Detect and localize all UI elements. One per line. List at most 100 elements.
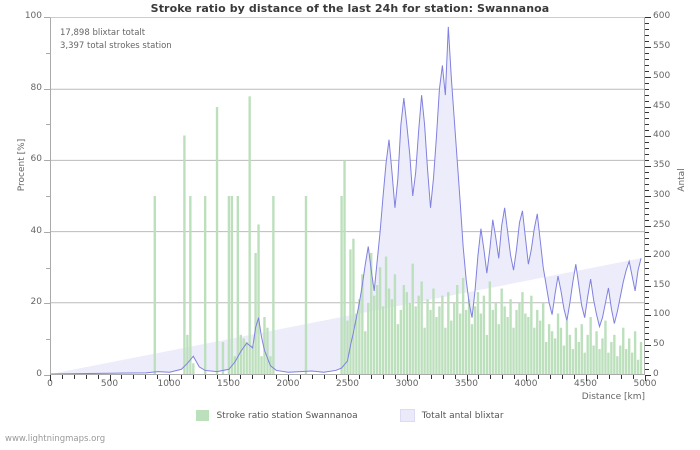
x-tick-500: 500: [100, 379, 119, 389]
y-minor-tick-left: [46, 52, 50, 54]
y-tick-left-80: 80: [30, 82, 42, 93]
x-minor-tick: [418, 375, 420, 379]
y-minor-tick-right: [645, 82, 649, 84]
x-tick-2000: 2000: [276, 379, 300, 389]
x-minor-tick: [73, 375, 75, 379]
annotation-station-strokes: 3,397 total strokes station: [60, 41, 172, 51]
y-minor-tick-left: [46, 124, 50, 126]
y-tick-right-400: 400: [653, 130, 671, 141]
x-minor-tick: [609, 375, 611, 379]
legend-swatch-stroke-ratio: [196, 410, 210, 421]
x-tick-4500: 4500: [574, 379, 597, 389]
y-tick-mark-left: [44, 160, 50, 162]
y-tick-mark-left: [44, 88, 50, 90]
x-minor-tick: [180, 375, 182, 379]
x-minor-tick: [145, 375, 147, 379]
y-minor-tick-right: [645, 130, 649, 132]
x-axis-label: Distance [km]: [581, 392, 645, 402]
y-minor-tick-right: [645, 267, 649, 269]
y-tick-right-350: 350: [653, 160, 671, 171]
y-minor-tick-right: [645, 231, 649, 233]
y-minor-tick-right: [645, 279, 649, 281]
x-minor-tick: [371, 375, 373, 379]
y-minor-tick-right: [645, 88, 649, 90]
y-tick-right-0: 0: [653, 369, 659, 379]
legend-label-stroke-ratio: Stroke ratio station Swannanoa: [216, 410, 358, 421]
y-tick-left-40: 40: [30, 225, 42, 236]
y-minor-tick-right: [645, 184, 649, 186]
x-tick-1000: 1000: [157, 379, 181, 389]
y-tick-mark-left: [44, 231, 50, 233]
y-tick-left-0: 0: [36, 369, 42, 379]
y-tick-left-20: 20: [30, 297, 42, 308]
x-tick-mark: [169, 375, 170, 381]
y-minor-tick-right: [645, 22, 649, 24]
x-minor-tick: [323, 375, 325, 379]
plot-svg: [51, 26, 644, 374]
x-minor-tick: [490, 375, 492, 379]
x-minor-tick: [359, 375, 361, 379]
chart-title: Stroke ratio by distance of the last 24h…: [150, 2, 550, 15]
x-tick-mark: [347, 375, 349, 381]
x-minor-tick: [573, 375, 575, 379]
y-tick-mark-right: [645, 255, 651, 257]
x-minor-tick: [514, 375, 516, 379]
x-minor-tick: [216, 375, 218, 379]
plot-area: [50, 17, 645, 375]
y-minor-tick-right: [645, 118, 649, 120]
y-tick-mark-right: [645, 375, 651, 376]
legend-label-total-strokes: Totalt antal blixtar: [421, 410, 504, 421]
x-minor-tick: [121, 375, 123, 379]
y-tick-mark-right: [645, 285, 651, 287]
y-minor-tick-right: [645, 327, 649, 329]
y-tick-right-600: 600: [653, 11, 671, 21]
x-minor-tick: [204, 375, 206, 379]
x-minor-tick: [561, 375, 563, 379]
x-minor-tick: [454, 375, 456, 379]
y-tick-left-60: 60: [30, 154, 42, 165]
legend-item-total-strokes: Totalt antal blixtar: [399, 409, 504, 422]
y-minor-tick-right: [645, 363, 649, 365]
x-tick-mark: [50, 375, 51, 381]
y-minor-tick-left: [46, 267, 50, 269]
y-minor-tick-right: [645, 261, 649, 263]
y-tick-mark-left: [44, 303, 50, 305]
annotation-total-strokes: 17,898 blixtar totalt: [60, 28, 146, 38]
y-minor-tick-right: [645, 52, 649, 54]
y-tick-mark-left: [44, 17, 50, 18]
y-minor-tick-right: [645, 178, 649, 180]
x-minor-tick: [252, 375, 254, 379]
y-minor-tick-right: [645, 124, 649, 126]
y-tick-left-100: 100: [24, 11, 42, 21]
y-tick-mark-right: [645, 106, 651, 108]
y-minor-tick-right: [645, 40, 649, 42]
x-tick-mark: [466, 375, 468, 381]
y-minor-tick-right: [645, 64, 649, 66]
y-axis-label-left: Procent [%]: [17, 138, 27, 192]
y-minor-tick-right: [645, 154, 649, 156]
y-minor-tick-right: [645, 34, 649, 36]
chart-legend: Stroke ratio station Swannanoa Totalt an…: [0, 409, 700, 422]
x-minor-tick: [597, 375, 599, 379]
x-minor-tick: [549, 375, 551, 379]
y-tick-mark-right: [645, 166, 651, 168]
y-minor-tick-right: [645, 201, 649, 203]
x-tick-mark: [407, 375, 408, 381]
x-tick-mark: [228, 375, 230, 381]
x-minor-tick: [383, 375, 385, 379]
x-tick-2500: 2500: [336, 379, 359, 389]
x-minor-tick: [537, 375, 539, 379]
y-minor-tick-right: [645, 94, 649, 96]
x-tick-mark: [109, 375, 111, 381]
footer-url: www.lightningmaps.org: [5, 434, 106, 444]
y-tick-right-550: 550: [653, 40, 671, 51]
y-minor-tick-right: [645, 339, 649, 341]
x-minor-tick: [299, 375, 301, 379]
x-tick-5000: 5000: [633, 379, 657, 389]
y-minor-tick-right: [645, 273, 649, 275]
y-tick-mark-right: [645, 136, 651, 138]
x-tick-mark: [288, 375, 289, 381]
y-tick-right-500: 500: [653, 70, 671, 81]
y-tick-right-150: 150: [653, 279, 671, 290]
x-minor-tick: [157, 375, 159, 379]
